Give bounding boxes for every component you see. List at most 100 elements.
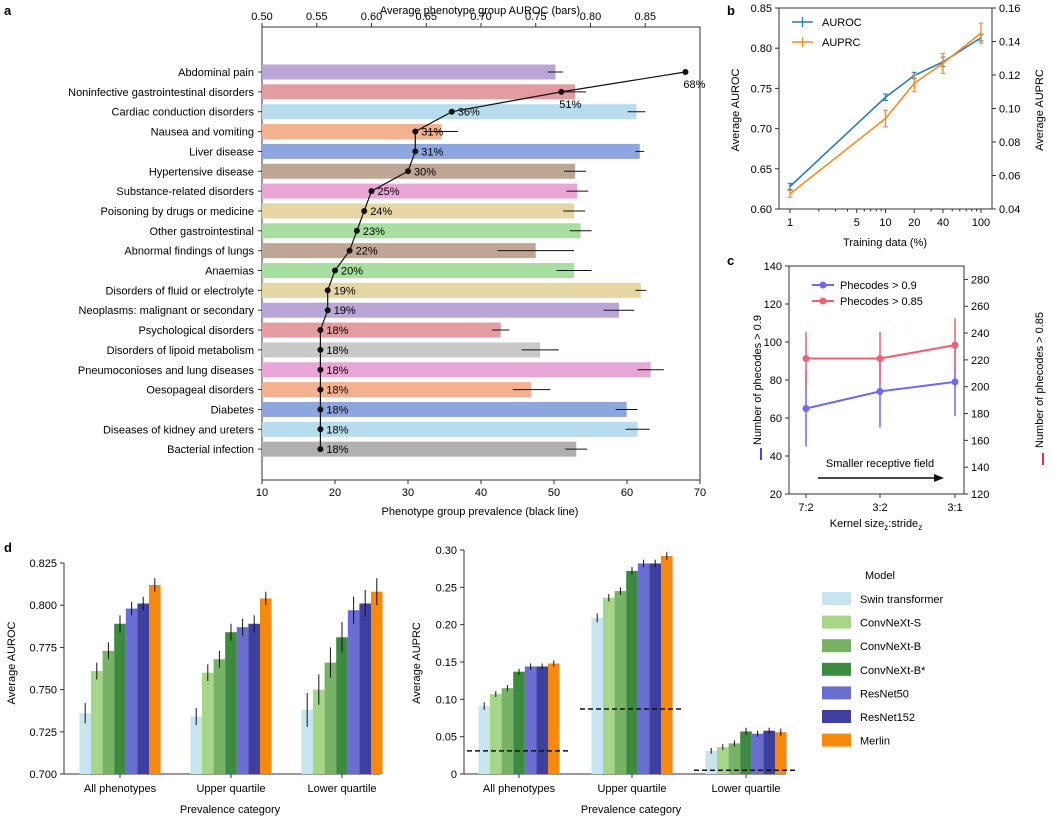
- panel-d-right-chart: Prevalence category Average AUPRC 0 0.05 0…: [411, 545, 798, 816]
- panel-d-left-y-tick-label: 0.750: [29, 685, 57, 697]
- panel-d-left-bar: [260, 598, 272, 774]
- panel-a-bottom-tick-label: 10: [256, 487, 268, 499]
- panel-a-category-label: Bacterial infection: [167, 444, 254, 456]
- panel-a-bar: [262, 382, 532, 398]
- panel-a-top-tick-label: 0.75: [525, 11, 546, 23]
- panel-a-prevalence-point: [332, 267, 338, 274]
- panel-d-right-y-tick-label: 0.15: [436, 657, 457, 669]
- panel-a-prevalence-point: [558, 88, 565, 95]
- legend-label: Merlin: [860, 736, 890, 748]
- panel-a-category-label: Cardiac conduction disorders: [112, 107, 255, 119]
- panel-a-top-tick-label: 0.55: [306, 11, 327, 23]
- panel-c-annotation: Smaller receptive field: [826, 458, 934, 470]
- panel-b-y2label: Average AUPRC: [1034, 69, 1046, 151]
- legend-label: ResNet152: [860, 712, 915, 724]
- panel-b-y2-tick-label: 0.14: [999, 37, 1020, 49]
- panel-d-left-bar: [190, 716, 202, 774]
- panel-d-left-bar: [359, 603, 371, 774]
- panel-a-prevalence-label: 20%: [341, 266, 363, 278]
- panel-a-bottom-tick-label: 40: [475, 487, 487, 499]
- panel-d-left-x-tick-label: Lower quartile: [307, 783, 376, 795]
- panel-a-bar: [262, 203, 575, 219]
- panel-c-y2-tick-label: 280: [971, 274, 989, 286]
- panel-a-prevalence-label: 23%: [363, 226, 385, 238]
- panel-d-right-bar: [775, 732, 787, 774]
- panel-a-prevalence-point: [317, 366, 324, 373]
- panel-a-prevalence-label: 19%: [334, 285, 356, 297]
- panel-c-point: [876, 355, 884, 363]
- panel-a-top-tick-label: 0.65: [416, 11, 437, 23]
- panel-label-b: b: [727, 3, 735, 18]
- panel-b-y2-tick-label: 0.06: [999, 171, 1020, 183]
- panel-a-prevalence-label: 22%: [356, 246, 378, 258]
- panel-a-prevalence-label: 25%: [378, 186, 400, 198]
- panel-c-x-tick-label: 3:1: [947, 502, 962, 514]
- panel-a-category-label: Disorders of lipoid metabolism: [107, 345, 254, 357]
- panel-c-y2-tick-label: 200: [971, 382, 989, 394]
- panel-a-category-label: Hypertensive disease: [149, 166, 254, 178]
- panel-a-category-label: Abnormal findings of lungs: [124, 246, 254, 258]
- panel-d-right-xlabel: Prevalence category: [581, 804, 682, 816]
- panel-c-y-tick-label: 60: [770, 413, 782, 425]
- legend-label: ConvNeXt-S: [860, 618, 921, 630]
- panel-d-left-bar: [102, 650, 115, 774]
- panel-a-bar: [262, 143, 640, 159]
- panel-d-left-bar: [347, 610, 360, 774]
- panel-a-bar: [262, 84, 576, 100]
- panel-d-left-y-tick-label: 0.725: [29, 727, 57, 739]
- panel-b-x-tick-label: 5: [854, 217, 860, 229]
- panel-a-prevalence-point: [324, 287, 331, 294]
- panel-c-ylabel: Number of phecodes > 0.9: [752, 315, 764, 445]
- panel-d-right-ylabel: Average AUPRC: [411, 622, 423, 704]
- panel-d-left-xlabel: Prevalence category: [180, 804, 281, 816]
- panel-a-prevalence-label: 31%: [421, 146, 443, 158]
- panel-d-right-bar: [728, 743, 741, 774]
- panel-a-prevalence-label: 18%: [326, 404, 348, 416]
- panel-a-bar: [262, 124, 442, 140]
- panel-d-right-bar: [548, 663, 560, 774]
- panel-a-category-label: Other gastrointestinal: [149, 226, 254, 238]
- panel-b-y-tick-label: 0.70: [751, 124, 772, 136]
- panel-a-category-label: Oesopageal disorders: [146, 385, 254, 397]
- panel-d-left-bar: [248, 623, 260, 774]
- legend-swatch: [822, 639, 851, 653]
- panel-a-chart: Average phenotype group AUROC (bars) Phe…: [68, 5, 706, 518]
- panel-c-legend-marker: [819, 297, 827, 305]
- panel-a-bar: [262, 322, 501, 338]
- panel-b-y2-tick-label: 0.16: [999, 3, 1020, 15]
- panel-c-legend-label: Phecodes > 0.85: [840, 296, 923, 308]
- panel-a-prevalence-point: [317, 446, 324, 453]
- panel-a-top-tick-label: 0.85: [635, 11, 656, 23]
- panel-c-xlabel: Kernel sizez:stridez: [830, 518, 922, 532]
- panel-c-y-tick-label: 80: [770, 375, 782, 387]
- panel-b-x-tick-label: 1: [787, 217, 793, 229]
- panel-c-point: [876, 387, 884, 395]
- legend-label: Swin transformer: [860, 594, 943, 606]
- panel-a-prevalence-line: [319, 71, 686, 450]
- panel-b-x-tick-label: 20: [908, 217, 920, 229]
- panel-a-bar: [262, 64, 556, 80]
- panel-a-prevalence-point: [346, 247, 353, 254]
- panel-a-prevalence-point: [317, 346, 324, 353]
- panel-a-bar: [262, 441, 577, 457]
- panel-b-y-tick-label: 0.65: [751, 164, 772, 176]
- panel-b-ylabel: Average AUROC: [730, 68, 742, 151]
- panel-d-right-bar: [536, 666, 548, 774]
- panel-a-bottom-axis-label: Phenotype group prevalence (black line): [382, 506, 579, 518]
- panel-c-point: [802, 355, 810, 363]
- panel-d-right-y-tick-label: 0.25: [436, 582, 457, 594]
- panel-d-right-bar: [740, 731, 752, 774]
- panel-a-category-label: Diseases of kidney and ureters: [103, 424, 255, 436]
- panel-d-right-bar: [705, 750, 717, 774]
- panel-a-category-label: Pneumoconioses and lung diseases: [78, 365, 255, 377]
- panel-c-arrow-head: [934, 474, 944, 482]
- panel-c-y-tick-label: 120: [764, 299, 782, 311]
- panel-d-left-bar: [149, 584, 161, 774]
- panel-c-y-tick-label: 20: [770, 489, 782, 501]
- panel-a-bar: [262, 183, 578, 199]
- panel-d-right-bar: [513, 671, 525, 774]
- panel-b-legend-label: AUROC: [822, 17, 862, 29]
- panel-d-right-x-tick-label: Lower quartile: [711, 783, 780, 795]
- panel-d-right-bar: [763, 730, 775, 774]
- panel-a-bar: [262, 302, 619, 318]
